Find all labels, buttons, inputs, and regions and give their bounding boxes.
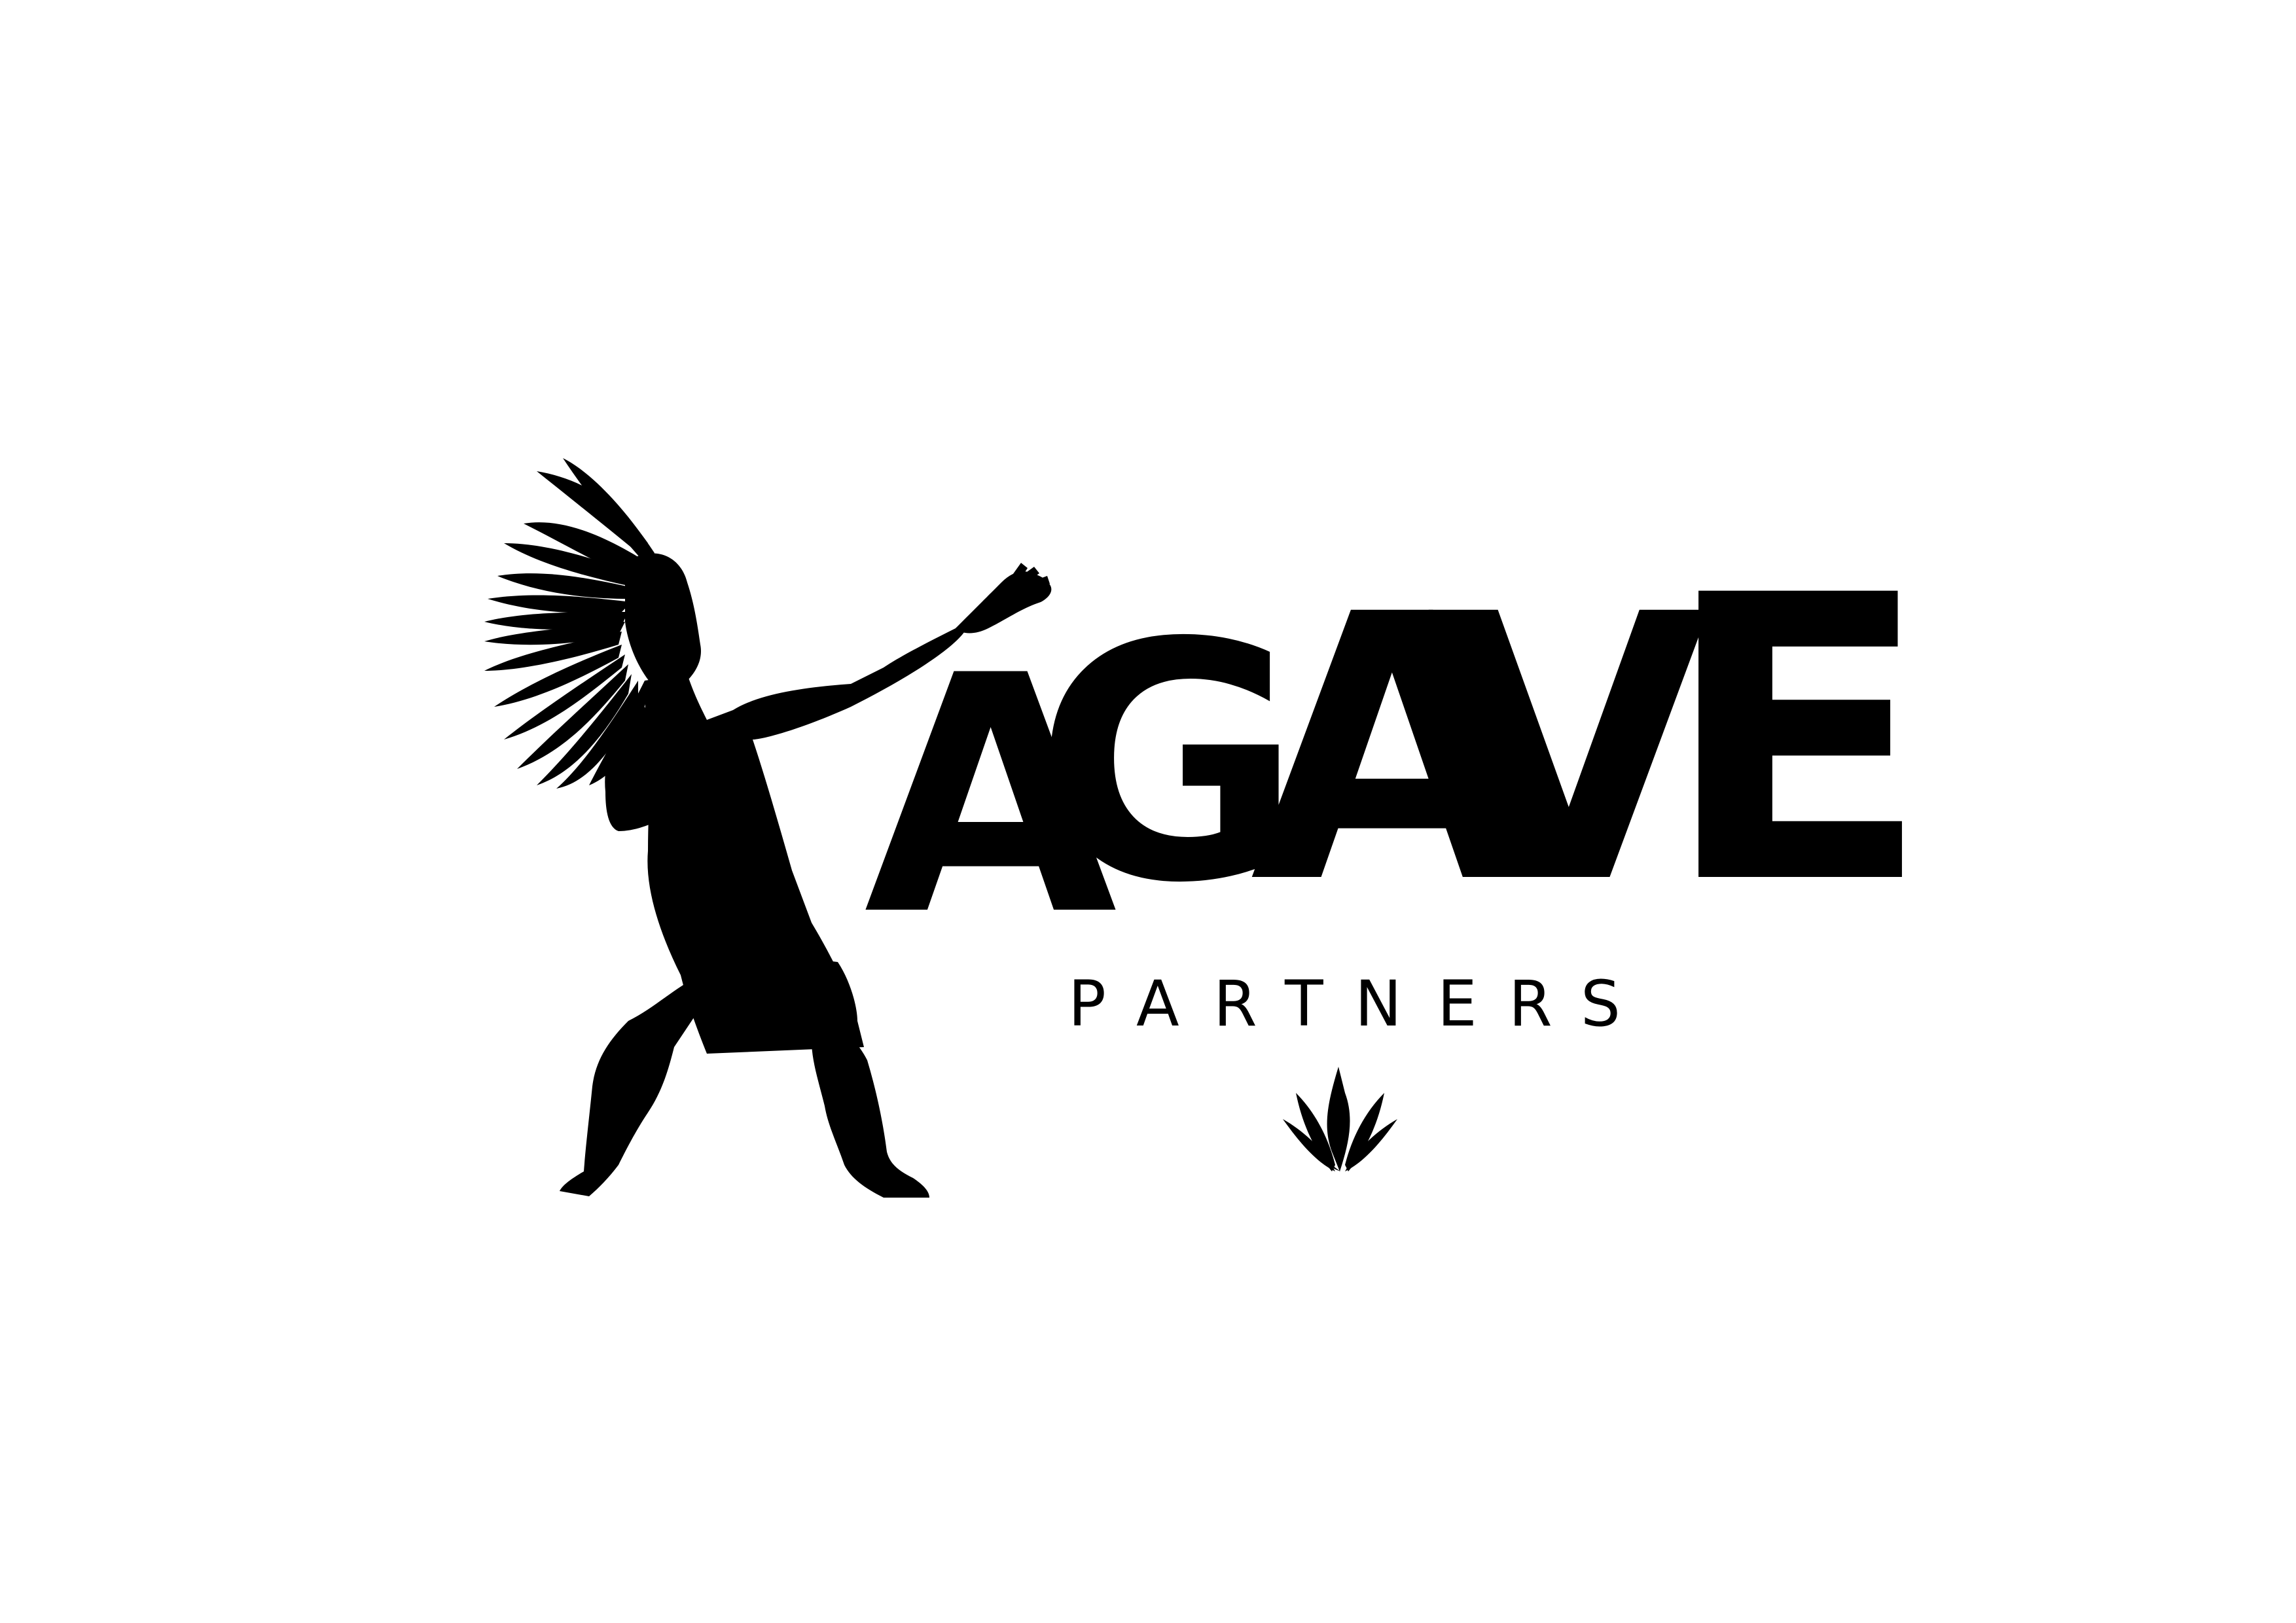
wordmark-letter-g: G xyxy=(1034,573,1302,954)
tagline-letter-p: P xyxy=(1068,967,1106,1041)
tagline-letter-r1: R xyxy=(1213,967,1257,1041)
wordmark-letter-v: V xyxy=(1427,537,1713,964)
dancing-figure-silhouette-icon xyxy=(484,458,1052,1198)
wordmark-letter-e: E xyxy=(1662,512,1931,970)
tagline-letter-n: N xyxy=(1355,967,1402,1041)
agave-plant-icon xyxy=(1283,1067,1397,1171)
tagline-letter-e: E xyxy=(1437,967,1477,1041)
wordmark-letter-a2: A xyxy=(1250,537,1537,964)
wordmark: A G A V E xyxy=(864,512,1931,987)
tagline-letter-s: S xyxy=(1581,967,1621,1041)
tagline-letter-r2: R xyxy=(1509,967,1552,1041)
wordmark-letter-a1: A xyxy=(864,606,1120,987)
tagline-letter-a: A xyxy=(1136,967,1179,1041)
tagline: P A R T N E R S xyxy=(1068,967,1621,1041)
tagline-letter-t: T xyxy=(1284,967,1323,1041)
